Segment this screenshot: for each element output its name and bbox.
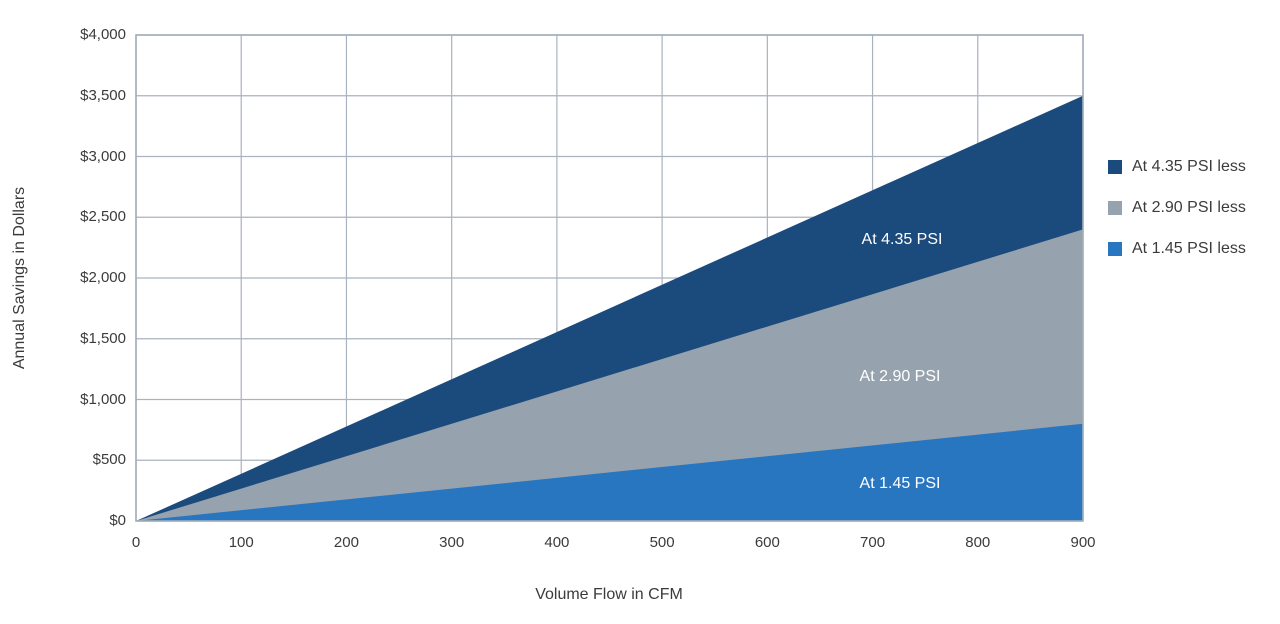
x-tick-label: 500 xyxy=(649,534,675,551)
y-axis-title: Annual Savings in Dollars xyxy=(11,186,28,370)
x-tick-label: 600 xyxy=(754,534,780,551)
area-inline-label-4-35-psi: At 4.35 PSI xyxy=(861,231,943,248)
y-tick-label: $1,000 xyxy=(80,390,126,408)
legend-label: At 2.90 PSI less xyxy=(1132,199,1246,216)
x-tick-label: 300 xyxy=(439,534,465,551)
x-tick-label: 700 xyxy=(860,534,886,551)
legend-item-4-35-psi: At 4.35 PSI less xyxy=(1108,157,1246,177)
y-tick-label: $1,500 xyxy=(80,329,126,347)
x-tick-label: 200 xyxy=(333,534,359,551)
y-tick-label: $2,000 xyxy=(80,269,126,286)
legend-swatch-icon xyxy=(1108,160,1122,174)
y-tick-label: $3,500 xyxy=(80,86,126,104)
legend-label: At 1.45 PSI less xyxy=(1132,240,1246,257)
y-tick-label: $0 xyxy=(109,512,126,529)
area-inline-label-1-45-psi: At 1.45 PSI xyxy=(859,475,941,492)
y-tick-label: $2,500 xyxy=(80,208,126,226)
legend-item-2-90-psi: At 2.90 PSI less xyxy=(1108,198,1246,218)
area-series-2 xyxy=(136,423,1083,521)
x-tick-label: 900 xyxy=(1070,534,1096,551)
x-tick-label: 100 xyxy=(228,534,254,551)
legend-swatch-icon xyxy=(1108,242,1122,256)
y-tick-label: $500 xyxy=(92,451,126,469)
x-tick-label: 400 xyxy=(544,534,570,551)
x-tick-label: 0 xyxy=(131,534,141,551)
plot-border xyxy=(135,34,1084,522)
area-inline-label-2-90-psi: At 2.90 PSI xyxy=(859,368,941,385)
legend-swatch-icon xyxy=(1108,201,1122,215)
x-axis-title: Volume Flow in CFM xyxy=(535,586,683,603)
legend-label: At 4.35 PSI less xyxy=(1132,158,1246,175)
legend-item-1-45-psi: At 1.45 PSI less xyxy=(1108,239,1246,259)
y-tick-label: $4,000 xyxy=(80,26,126,43)
x-tick-label: 800 xyxy=(965,534,991,551)
legend: At 4.35 PSI less At 2.90 PSI less At 1.4… xyxy=(1108,157,1246,259)
y-tick-label: $3,000 xyxy=(80,147,126,165)
